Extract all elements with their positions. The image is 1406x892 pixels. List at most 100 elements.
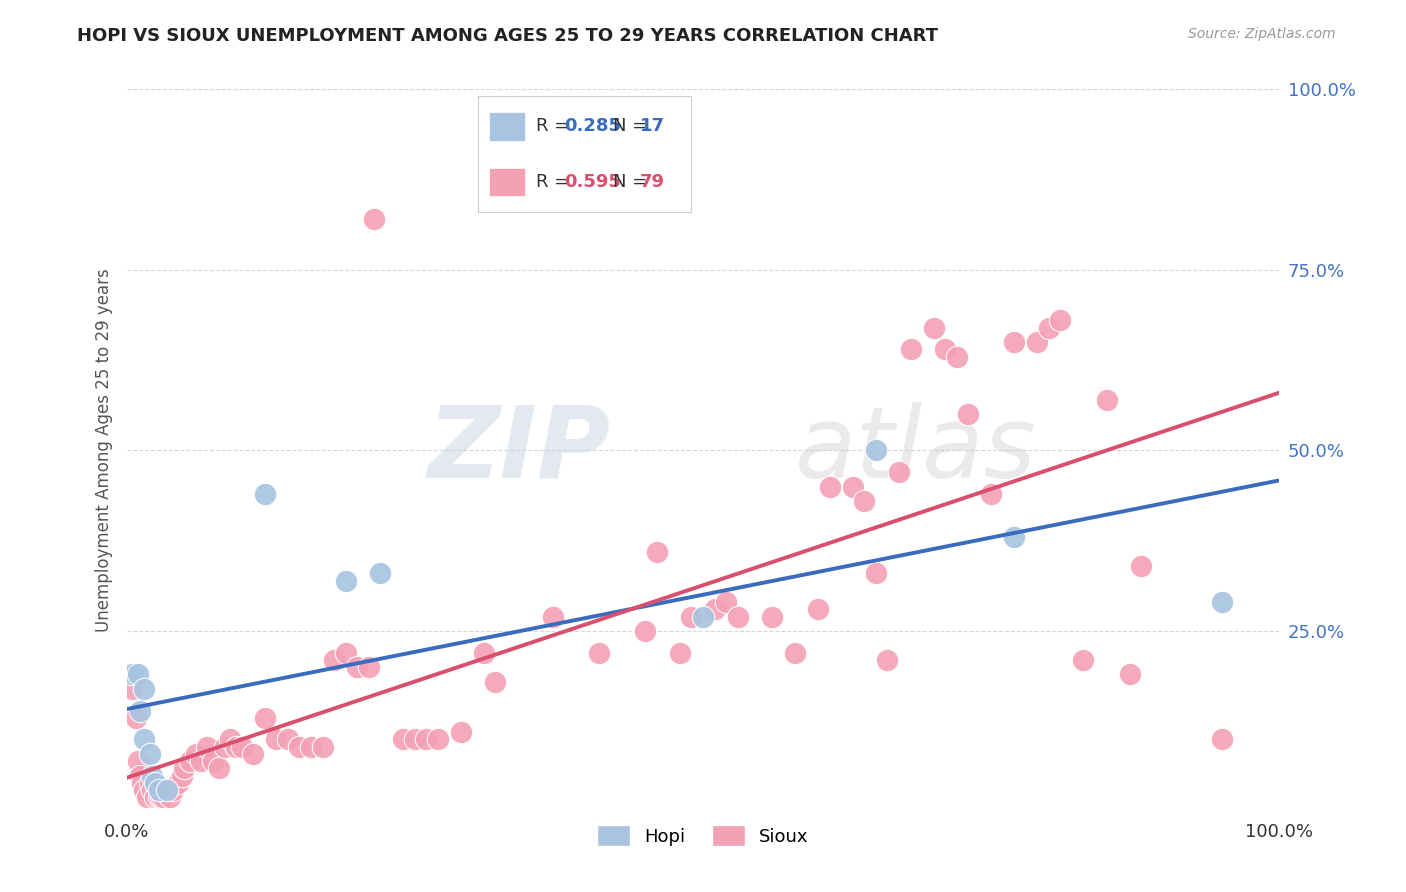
- Point: [980, 487, 1002, 501]
- Point: [266, 732, 288, 747]
- Point: [761, 609, 783, 624]
- Point: [202, 754, 225, 768]
- Point: [703, 602, 725, 616]
- Point: [132, 732, 155, 747]
- Point: [887, 465, 910, 479]
- Point: [865, 443, 887, 458]
- Point: [145, 776, 166, 790]
- Text: R =: R =: [536, 118, 575, 136]
- Point: [145, 790, 166, 805]
- Point: [957, 407, 980, 421]
- Point: [323, 653, 346, 667]
- Point: [136, 790, 159, 805]
- Point: [129, 769, 152, 783]
- Point: [727, 609, 749, 624]
- Point: [681, 609, 703, 624]
- Text: 79: 79: [640, 173, 665, 191]
- Point: [1049, 313, 1071, 327]
- Point: [127, 667, 149, 681]
- Point: [934, 343, 956, 357]
- Point: [714, 595, 737, 609]
- Point: [299, 739, 322, 754]
- Point: [346, 660, 368, 674]
- Point: [132, 681, 155, 696]
- Point: [253, 487, 276, 501]
- Point: [484, 674, 506, 689]
- Point: [253, 711, 276, 725]
- Point: [785, 646, 807, 660]
- Point: [156, 783, 179, 797]
- Point: [1118, 667, 1140, 681]
- Point: [472, 646, 495, 660]
- Legend: Hopi, Sioux: Hopi, Sioux: [591, 818, 815, 854]
- Point: [450, 725, 472, 739]
- Point: [131, 776, 153, 790]
- Point: [311, 739, 333, 754]
- Point: [588, 646, 610, 660]
- Text: 0.595: 0.595: [564, 173, 621, 191]
- Point: [242, 747, 264, 761]
- Point: [669, 646, 692, 660]
- Point: [415, 732, 437, 747]
- Point: [1130, 559, 1153, 574]
- Text: R =: R =: [536, 173, 575, 191]
- Point: [1002, 530, 1025, 544]
- Point: [214, 739, 236, 754]
- Point: [129, 704, 152, 718]
- Point: [426, 732, 449, 747]
- Point: [818, 480, 841, 494]
- Point: [842, 480, 865, 494]
- Point: [127, 754, 149, 768]
- Point: [945, 350, 967, 364]
- Point: [357, 660, 380, 674]
- Point: [138, 747, 160, 761]
- Point: [900, 343, 922, 357]
- Point: [184, 747, 207, 761]
- Point: [692, 609, 714, 624]
- Point: [148, 790, 170, 805]
- Point: [195, 739, 218, 754]
- Point: [807, 602, 830, 616]
- Text: 17: 17: [640, 118, 665, 136]
- Point: [141, 783, 163, 797]
- Point: [1038, 320, 1060, 334]
- Point: [150, 790, 173, 805]
- Text: Source: ZipAtlas.com: Source: ZipAtlas.com: [1188, 27, 1336, 41]
- Point: [159, 790, 181, 805]
- Text: ZIP: ZIP: [427, 402, 610, 499]
- Point: [167, 776, 190, 790]
- Point: [231, 739, 253, 754]
- Point: [1026, 334, 1049, 349]
- Point: [335, 574, 357, 588]
- Point: [132, 783, 155, 797]
- Point: [541, 609, 564, 624]
- Point: [190, 754, 212, 768]
- Point: [1095, 392, 1118, 407]
- Point: [363, 212, 385, 227]
- Point: [922, 320, 945, 334]
- Point: [1002, 334, 1025, 349]
- Point: [277, 732, 299, 747]
- Point: [1211, 732, 1233, 747]
- Point: [208, 761, 231, 775]
- Point: [138, 776, 160, 790]
- Point: [288, 739, 311, 754]
- Point: [156, 783, 179, 797]
- Point: [368, 566, 391, 581]
- Text: 0.285: 0.285: [564, 118, 621, 136]
- Point: [170, 769, 193, 783]
- Text: atlas: atlas: [796, 402, 1036, 499]
- Point: [404, 732, 426, 747]
- Point: [392, 732, 415, 747]
- Point: [645, 544, 668, 558]
- Point: [634, 624, 657, 639]
- Point: [125, 711, 148, 725]
- Point: [162, 783, 184, 797]
- Point: [121, 667, 143, 681]
- Text: N =: N =: [613, 173, 654, 191]
- Point: [148, 783, 170, 797]
- Point: [225, 739, 247, 754]
- Text: HOPI VS SIOUX UNEMPLOYMENT AMONG AGES 25 TO 29 YEARS CORRELATION CHART: HOPI VS SIOUX UNEMPLOYMENT AMONG AGES 25…: [77, 27, 938, 45]
- Point: [152, 790, 174, 805]
- Text: N =: N =: [613, 118, 654, 136]
